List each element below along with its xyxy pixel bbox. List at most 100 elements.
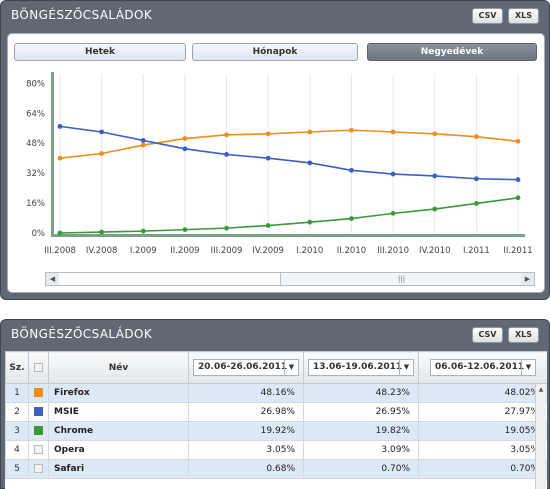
data-point-msie [265, 155, 271, 161]
data-point-chrome [265, 223, 271, 228]
y-tick-label: 80% [26, 79, 45, 89]
series-color-icon[interactable] [34, 426, 43, 435]
row-color-cell [28, 459, 49, 479]
x-tick-label: IV.2010 [419, 246, 451, 256]
column-header-date-2: 13.06-19.06.2011 ▼ [303, 351, 419, 384]
xls-export-button[interactable]: XLS [508, 8, 539, 24]
row-browser-name: Chrome [48, 421, 189, 441]
row-browser-name: Firefox [48, 383, 189, 403]
data-point-firefox [265, 131, 271, 137]
data-point-msie [140, 138, 146, 143]
row-color-cell [28, 383, 49, 403]
date-range-select-2[interactable]: 13.06-19.06.2011 ▼ [308, 359, 414, 376]
scroll-right-arrow-icon[interactable]: ▶ [521, 273, 534, 285]
scroll-left-arrow-icon[interactable]: ◀ [46, 273, 59, 285]
csv-export-button[interactable]: CSV [472, 8, 503, 24]
line-chart: 80% 64% 48% 32% 16% 0% III.2008 IV.2008 I.2009 II… [26, 72, 533, 256]
x-tick-label: I.2009 [130, 246, 157, 256]
series-color-icon[interactable] [34, 407, 43, 416]
x-tick-label: III.2009 [211, 246, 243, 256]
y-tick-label: 0% [32, 229, 46, 239]
column-header-name[interactable]: Név [48, 351, 189, 384]
row-browser-name: Safari [48, 459, 189, 479]
data-point-msie [473, 176, 479, 182]
table-row[interactable]: 2 MSIE 26.98% 26.95% 27.97% [5, 402, 547, 422]
table-row[interactable]: 3 Chrome 19.92% 19.82% 19.05% [5, 421, 547, 441]
column-header-color[interactable] [28, 351, 49, 384]
table-vertical-scrollbar[interactable]: ▲ [535, 384, 546, 489]
xls-export-button[interactable]: XLS [508, 327, 539, 343]
row-index: 3 [5, 421, 29, 441]
row-browser-name: MSIE [48, 402, 189, 422]
table-row[interactable]: 4 Opera 3.05% 3.09% 3.05% [5, 440, 547, 460]
x-axis [51, 234, 525, 237]
table-header-row: Sz. Név 20.06-26.06.2011 ▼ 13.06-19.06.20… [5, 351, 547, 384]
scroll-up-arrow-icon[interactable]: ▲ [538, 386, 544, 393]
data-point-chrome [307, 219, 313, 225]
data-point-chrome [349, 216, 354, 221]
row-index: 5 [5, 459, 29, 479]
date-range-label-1: 20.06-26.06.2011 [198, 362, 288, 372]
row-value: 19.92% [188, 421, 304, 441]
column-header-index[interactable]: Sz. [5, 351, 29, 384]
x-tick-label: IV.2008 [86, 246, 118, 256]
series-line-chrome [59, 197, 519, 234]
data-point-msie [182, 146, 188, 152]
row-value: 48.02% [418, 383, 547, 403]
row-value: 26.98% [188, 402, 304, 422]
x-tick-label: II.2010 [337, 246, 366, 256]
data-point-firefox [390, 129, 396, 135]
date-range-select-3[interactable]: 06.06-12.06.2011 ▼ [430, 359, 536, 376]
chart-panel: BÖNGÉSZŐCSALÁDOK CSV XLS Hetek Hónapok N… [0, 0, 550, 300]
data-point-firefox [182, 136, 188, 141]
row-value: 26.95% [303, 402, 419, 422]
table-row[interactable]: 1 Firefox 48.16% 48.23% 48.02% [5, 383, 547, 403]
data-point-chrome [224, 225, 229, 231]
csv-export-button[interactable]: CSV [472, 327, 503, 343]
x-tick-label: III.2010 [377, 246, 409, 256]
browser-table: Sz. Név 20.06-26.06.2011 ▼ 13.06-19.06.20… [5, 351, 547, 489]
tab-hetek[interactable]: Hetek [14, 43, 186, 61]
y-tick-label: 48% [26, 139, 45, 149]
series-color-icon[interactable] [34, 388, 43, 397]
row-value: 27.97% [418, 402, 547, 422]
row-value: 0.70% [303, 459, 419, 479]
data-point-chrome [182, 227, 188, 233]
row-color-cell [28, 421, 49, 441]
row-color-cell [28, 402, 49, 422]
y-tick-label: 64% [26, 109, 45, 119]
table-row[interactable]: 5 Safari 0.68% 0.70% 0.70% [5, 459, 547, 479]
data-point-msie [390, 171, 396, 177]
chevron-down-icon: ▼ [284, 360, 298, 375]
date-range-select-1[interactable]: 20.06-26.06.2011 ▼ [193, 359, 299, 376]
row-value: 48.23% [303, 383, 419, 403]
data-point-chrome [515, 195, 521, 201]
series-line-firefox [59, 129, 519, 159]
scroll-thumb[interactable] [59, 273, 281, 285]
table-panel-title: BÖNGÉSZŐCSALÁDOK [11, 327, 153, 341]
row-browser-name: Opera [48, 440, 189, 460]
data-point-firefox [224, 132, 229, 138]
row-value: 48.16% [188, 383, 304, 403]
chevron-down-icon: ▼ [399, 360, 413, 375]
column-header-date-3: 06.06-12.06.2011 ▼ [418, 351, 547, 384]
x-tick-label: IV.2009 [252, 246, 284, 256]
data-point-firefox [99, 151, 105, 156]
y-tick-label: 32% [26, 169, 45, 179]
data-point-firefox [307, 129, 313, 135]
tab-honapok[interactable]: Hónapok [192, 43, 358, 61]
series-color-icon[interactable] [34, 464, 43, 473]
tab-negyedevek[interactable]: Negyedévek [367, 43, 537, 61]
data-point-msie [349, 167, 354, 173]
row-index: 1 [5, 383, 29, 403]
x-tick-label: II.2011 [503, 246, 532, 256]
date-range-label-3: 06.06-12.06.2011 [435, 362, 525, 372]
color-toggle-icon [34, 362, 43, 372]
column-header-date-1: 20.06-26.06.2011 ▼ [188, 351, 304, 384]
data-point-firefox [432, 131, 438, 137]
row-value: 3.05% [418, 440, 547, 460]
chart-horizontal-scrollbar[interactable]: ◀ ||| ▶ [45, 272, 535, 286]
series-color-icon[interactable] [34, 445, 43, 454]
y-tick-label: 16% [26, 199, 45, 209]
data-point-msie [224, 152, 229, 157]
